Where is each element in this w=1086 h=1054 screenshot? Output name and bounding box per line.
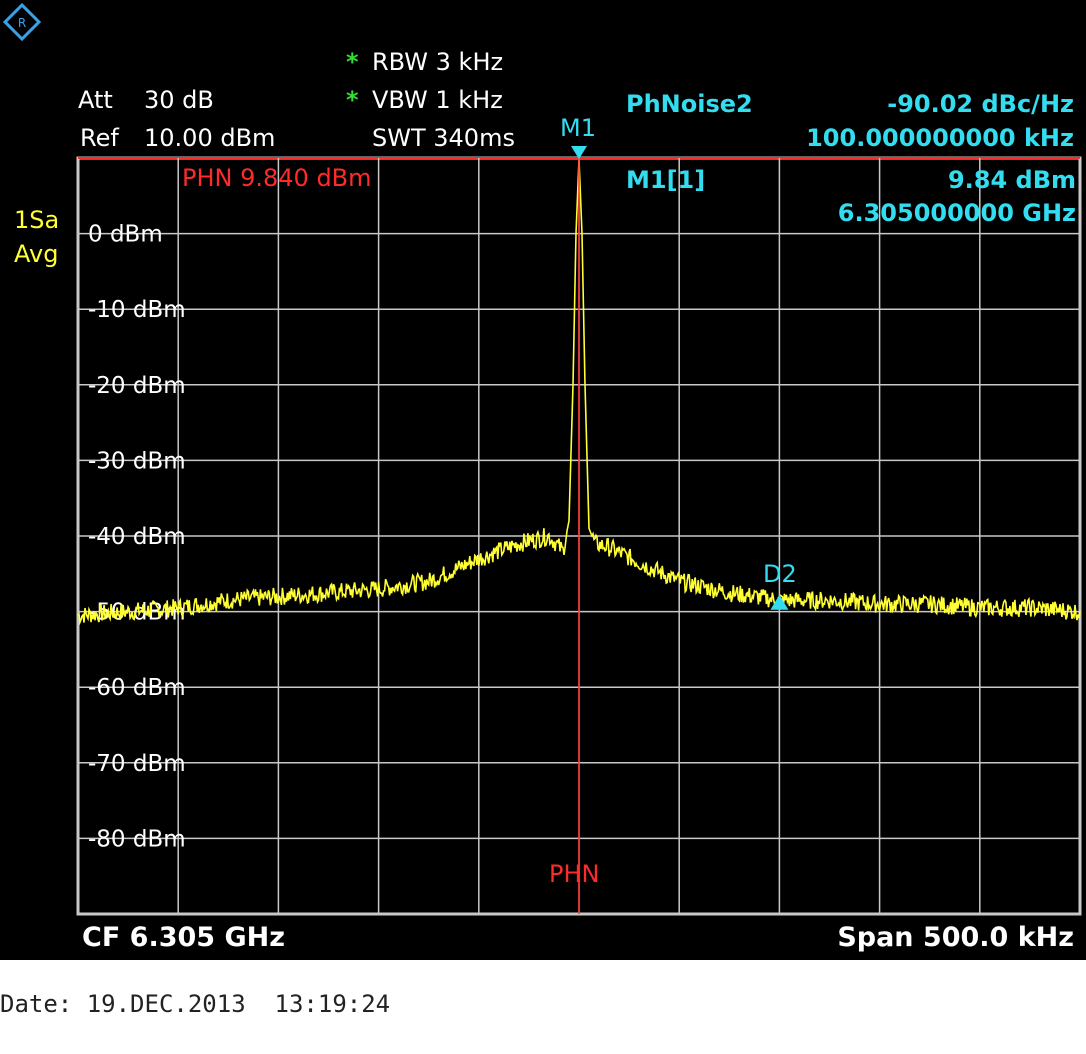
svg-text:R: R [18,16,26,30]
sweep-time: SWT 340ms [372,124,515,152]
m1-marker-tag: M1 [560,114,596,142]
rbw-setting: RBW 3 kHz [372,48,504,76]
phnoise-label: PhNoise2 [626,90,753,118]
trace-mode-line1: 1Sa [14,206,60,234]
marker-group [571,146,789,914]
m1-readout-label: M1[1] [626,166,706,194]
d2-marker-triangle [770,594,789,610]
spectrum-plot: 0 dBm-10 dBm-20 dBm-30 dBm-40 dBm-50 dBm… [76,146,1082,916]
att-label: Att [78,86,113,114]
m1-readout-frequency: 6.305000000 GHz [837,199,1076,227]
rohde-schwarz-logo-icon: R [2,2,42,42]
span: Span 500.0 kHz [837,922,1074,953]
m1-readout-level: 9.84 dBm [947,166,1076,194]
phn-reference-label: PHN 9.840 dBm [182,164,372,192]
y-tick-label: 0 dBm [88,222,163,248]
center-frequency: CF 6.305 GHz [82,922,285,953]
y-tick-labels: 0 dBm-10 dBm-20 dBm-30 dBm-40 dBm-50 dBm… [88,222,186,853]
vbw-coupled-indicator: * [346,86,359,114]
ref-value: 10.00 dBm [144,124,276,152]
phn-line-label: PHN [549,860,600,888]
phnoise-value: -90.02 dBc/Hz [887,90,1074,118]
y-tick-label: -30 dBm [88,448,186,474]
rbw-coupled-indicator: * [346,48,359,76]
ref-label: Ref [80,124,119,152]
d2-marker-tag: D2 [763,560,797,588]
y-tick-label: -60 dBm [88,675,186,701]
y-tick-label: -70 dBm [88,751,186,777]
y-tick-label: -40 dBm [88,524,186,550]
analyzer-screen: R Att 30 dB Ref 10.00 dBm * RBW 3 kHz * … [0,0,1086,960]
vbw-setting: VBW 1 kHz [372,86,503,114]
date-stamp: Date: 19.DEC.2013 13:19:24 [0,990,391,1018]
m1-marker-triangle [571,146,587,159]
y-tick-label: -20 dBm [88,373,186,399]
y-tick-label: -10 dBm [88,297,186,323]
trace-mode-line2: Avg [14,240,59,268]
y-tick-label: -80 dBm [88,826,186,852]
phnoise-offset: 100.000000000 kHz [806,124,1074,152]
att-value: 30 dB [144,86,214,114]
